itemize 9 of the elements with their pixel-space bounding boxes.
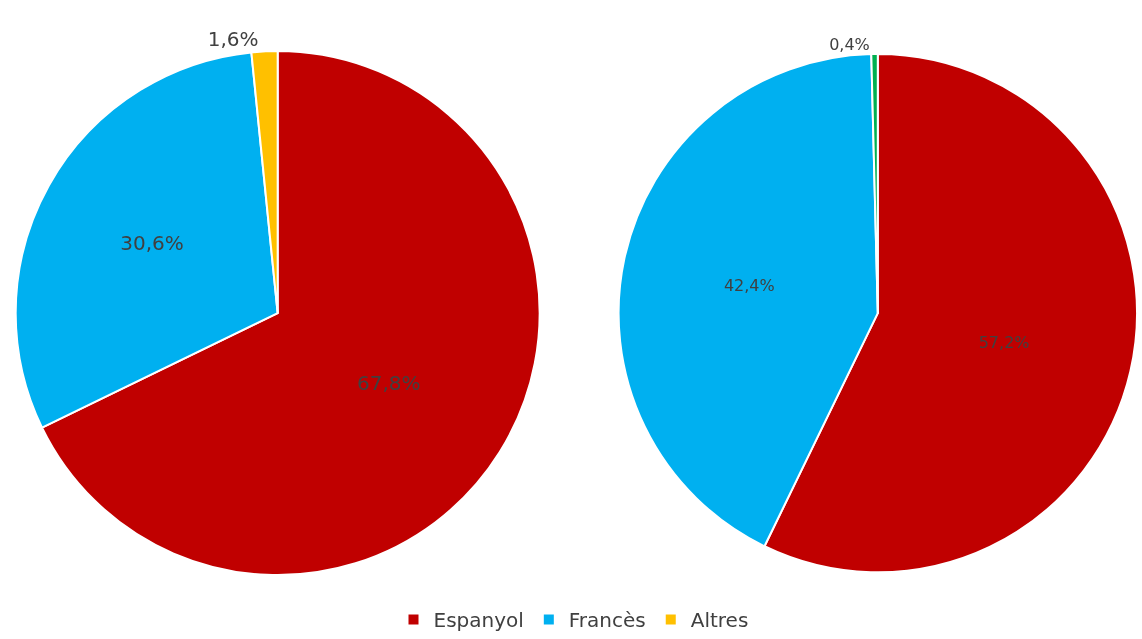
legend-label: Francès [568, 608, 646, 633]
legend-label: Espanyol [433, 608, 524, 633]
data-label: 1,6% [207, 27, 259, 52]
data-label: 30,6% [120, 230, 184, 255]
data-label: 42,4% [723, 275, 775, 295]
legend-label: Altres [690, 608, 749, 633]
data-label: 67,8% [356, 370, 421, 395]
data-label: 0,4% [829, 34, 870, 54]
data-label: 57,2% [978, 332, 1030, 352]
